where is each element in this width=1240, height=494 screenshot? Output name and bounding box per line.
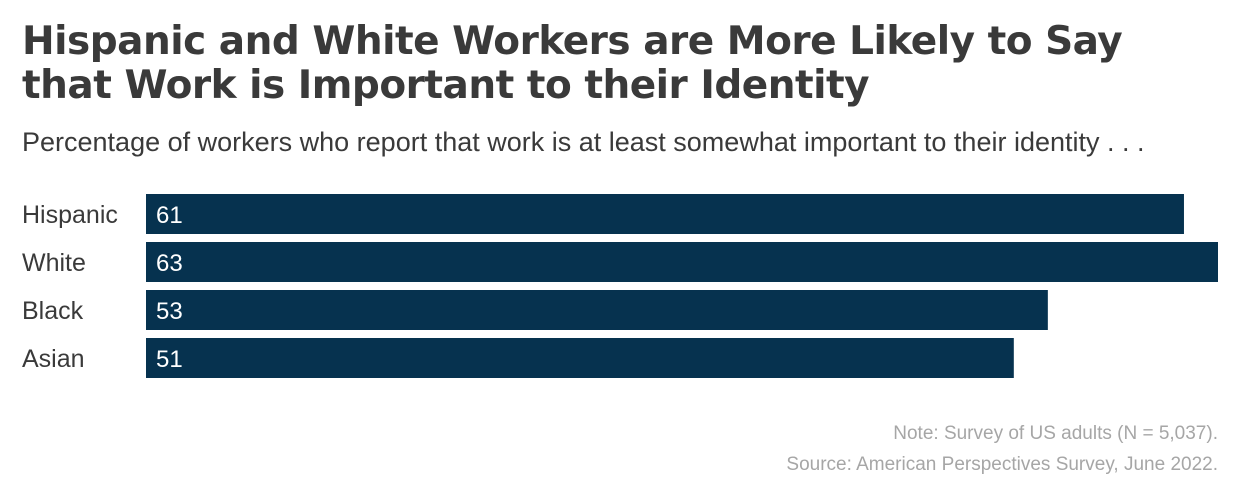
category-label-hispanic: Hispanic xyxy=(22,201,118,229)
bar-asian xyxy=(146,338,1014,378)
value-label-asian: 51 xyxy=(156,346,183,373)
category-label-asian: Asian xyxy=(22,345,85,373)
chart-footer: Note: Survey of US adults (N = 5,037). S… xyxy=(786,418,1218,480)
bar-black xyxy=(146,290,1048,330)
bar-hispanic xyxy=(146,194,1184,234)
value-label-white: 63 xyxy=(156,250,183,277)
category-label-black: Black xyxy=(22,297,84,325)
value-label-hispanic: 61 xyxy=(156,202,183,229)
chart-title: Hispanic and White Workers are More Like… xyxy=(22,19,1123,108)
value-label-black: 53 xyxy=(156,298,183,325)
category-label-white: White xyxy=(22,249,86,277)
survey-note: Note: Survey of US adults (N = 5,037). xyxy=(893,423,1218,444)
bar-white xyxy=(146,242,1218,282)
chart-subtitle: Percentage of workers who report that wo… xyxy=(22,127,1145,157)
source-note: Source: American Perspectives Survey, Ju… xyxy=(786,454,1218,475)
bar-chart: Hispanic 61 White 63 Black 53 Asian 51 xyxy=(22,194,1218,378)
